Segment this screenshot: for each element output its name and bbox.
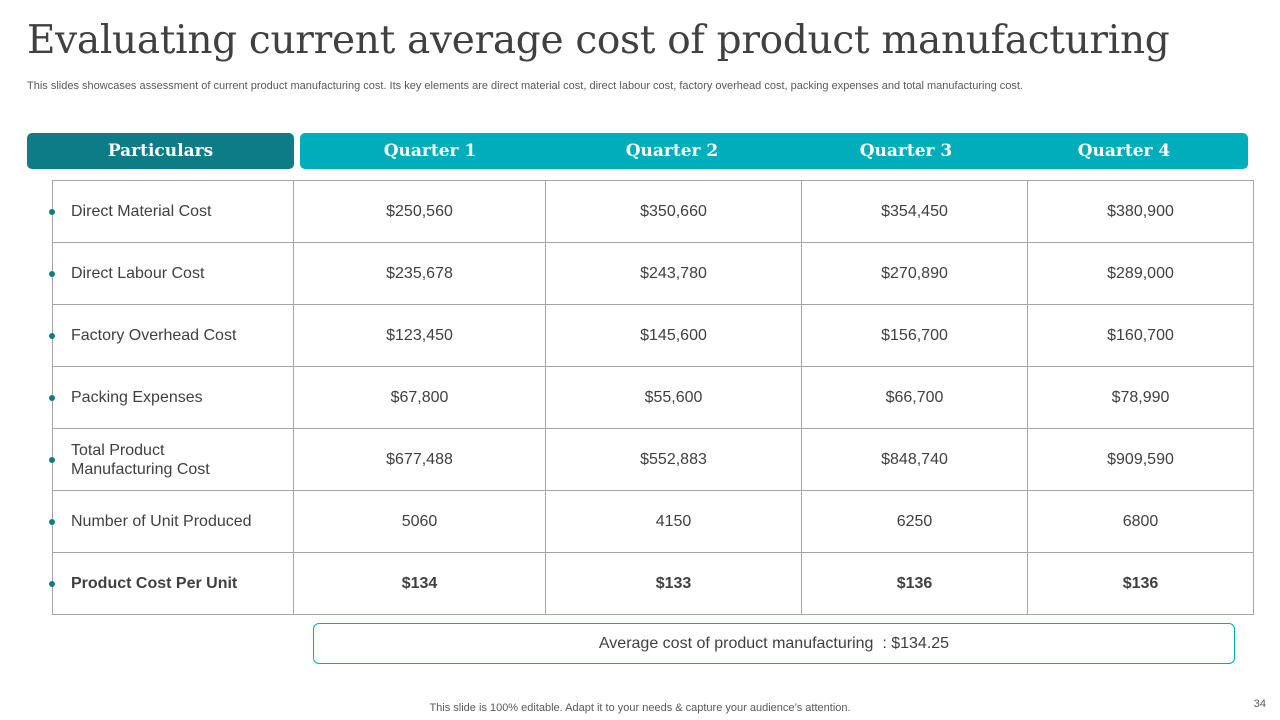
- table-cell: $289,000: [1027, 242, 1254, 305]
- table-cell: $123,450: [293, 304, 546, 367]
- table-cell: $134: [293, 552, 546, 615]
- bullet-icon: [49, 456, 55, 463]
- row-label-text: Total Product Manufacturing Cost: [71, 441, 210, 478]
- average-cost-summary: Average cost of product manufacturing : …: [313, 623, 1235, 664]
- table-row: Factory Overhead Cost $123,450 $145,600 …: [49, 304, 1254, 367]
- table-cell: 5060: [293, 490, 546, 553]
- table-cell: $848,740: [801, 428, 1028, 491]
- bullet-icon: [49, 332, 55, 339]
- table-cell: $145,600: [545, 304, 802, 367]
- average-cost-text: Average cost of product manufacturing : …: [598, 634, 950, 652]
- slide-footer: This slide is 100% editable. Adapt it to…: [429, 702, 851, 714]
- page-number: 34: [1253, 698, 1266, 710]
- table-row: Total Product Manufacturing Cost $677,48…: [49, 428, 1254, 491]
- header-quarter-4: Quarter 4: [1077, 141, 1171, 161]
- table-cell: $350,660: [545, 180, 802, 243]
- row-label-text: Direct Material Cost: [71, 203, 212, 220]
- bullet-icon: [49, 394, 55, 401]
- bullet-icon: [49, 208, 55, 215]
- table-cell: $66,700: [801, 366, 1028, 429]
- table-cell: $55,600: [545, 366, 802, 429]
- table-row: Direct Labour Cost $235,678 $243,780 $27…: [49, 242, 1254, 305]
- row-label: Total Product Manufacturing Cost: [49, 428, 294, 491]
- header-quarters-bar: [300, 133, 1248, 169]
- header-quarter-2: Quarter 2: [625, 141, 719, 161]
- row-label-text: Factory Overhead Cost: [71, 327, 237, 344]
- row-label-text: Number of Unit Produced: [71, 513, 252, 530]
- header-quarter-1: Quarter 1: [383, 141, 477, 161]
- row-label: Direct Material Cost: [49, 180, 294, 243]
- bullet-icon: [49, 518, 55, 525]
- table-cell: $243,780: [545, 242, 802, 305]
- table-cell: $136: [1027, 552, 1254, 615]
- table-cell: $160,700: [1027, 304, 1254, 367]
- table-row: Direct Material Cost $250,560 $350,660 $…: [49, 180, 1254, 243]
- table-cell: $136: [801, 552, 1028, 615]
- table-cell: 6250: [801, 490, 1028, 553]
- cost-table: Direct Material Cost $250,560 $350,660 $…: [49, 180, 1254, 615]
- table-cell: $380,900: [1027, 180, 1254, 243]
- table-cell: $235,678: [293, 242, 546, 305]
- table-cell: $552,883: [545, 428, 802, 491]
- row-label: Direct Labour Cost: [49, 242, 294, 305]
- row-label-text: Direct Labour Cost: [71, 265, 205, 282]
- row-label-text: Packing Expenses: [71, 389, 203, 406]
- table-cell: $67,800: [293, 366, 546, 429]
- row-label: Product Cost Per Unit: [49, 552, 294, 615]
- bullet-icon: [49, 580, 55, 587]
- row-label-text: Product Cost Per Unit: [71, 575, 238, 592]
- slide-title: Evaluating current average cost of produ…: [27, 18, 1170, 63]
- table-cell: $270,890: [801, 242, 1028, 305]
- header-particulars: Particulars: [27, 133, 294, 169]
- table-cell: $250,560: [293, 180, 546, 243]
- table-cell: 4150: [545, 490, 802, 553]
- table-row: Number of Unit Produced 5060 4150 6250 6…: [49, 490, 1254, 553]
- bullet-icon: [49, 270, 55, 277]
- table-cell: $354,450: [801, 180, 1028, 243]
- table-cell: $677,488: [293, 428, 546, 491]
- row-label: Number of Unit Produced: [49, 490, 294, 553]
- row-label: Packing Expenses: [49, 366, 294, 429]
- table-row: Packing Expenses $67,800 $55,600 $66,700…: [49, 366, 1254, 429]
- table-row: Product Cost Per Unit $134 $133 $136 $13…: [49, 552, 1254, 615]
- table-cell: $156,700: [801, 304, 1028, 367]
- slide-subtitle: This slides showcases assessment of curr…: [27, 80, 1023, 92]
- table-cell: $909,590: [1027, 428, 1254, 491]
- row-label: Factory Overhead Cost: [49, 304, 294, 367]
- header-quarter-3: Quarter 3: [859, 141, 953, 161]
- table-cell: 6800: [1027, 490, 1254, 553]
- table-cell: $133: [545, 552, 802, 615]
- table-cell: $78,990: [1027, 366, 1254, 429]
